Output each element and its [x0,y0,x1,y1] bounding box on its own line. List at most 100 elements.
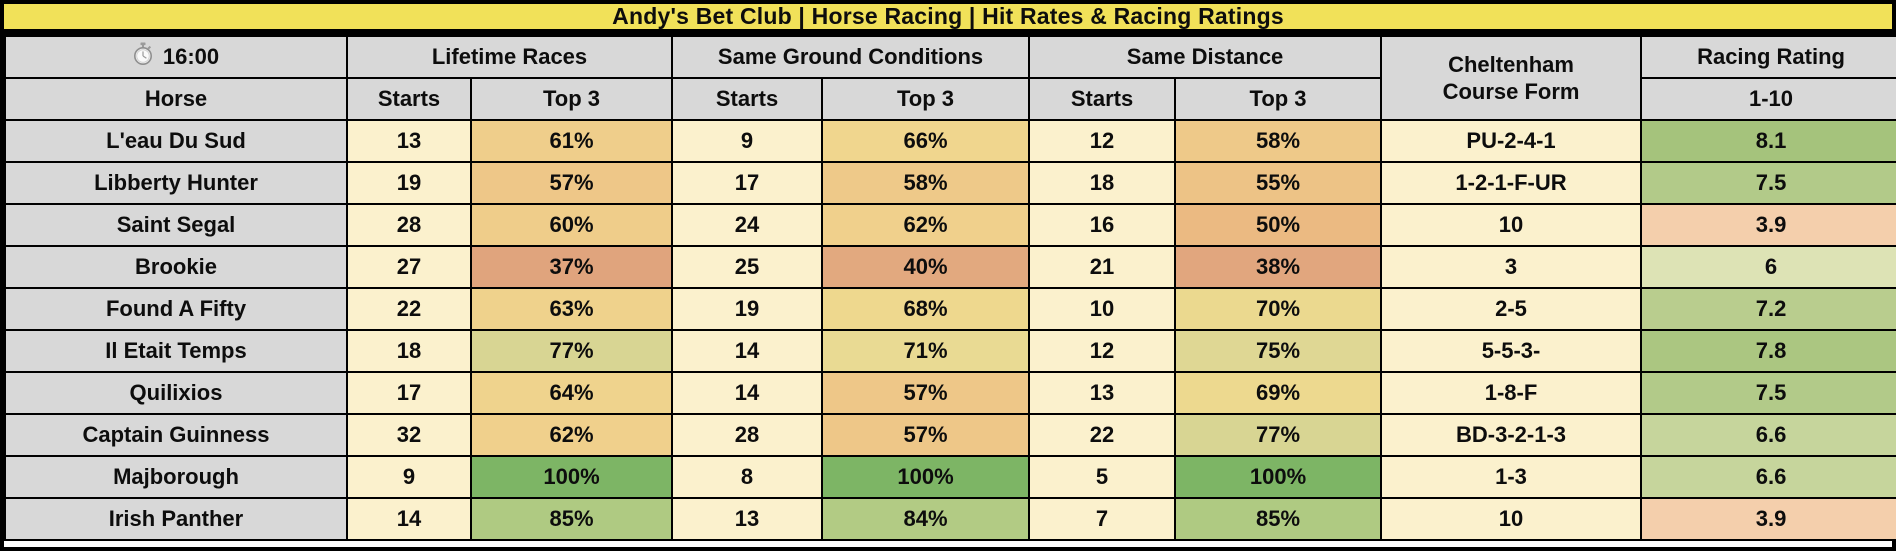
lifetime-top3-cell: 100% [469,455,674,499]
distance-starts-cell: 12 [1028,119,1177,163]
table-row: Saint Segal 28 60% 24 62% 16 50% 10 3.9 [4,203,1896,247]
rating-cell: 7.5 [1640,371,1896,415]
race-time-cell: 16:00 [4,35,348,79]
ground-starts-cell: 9 [671,119,824,163]
group-header-row: 16:00 Lifetime Races Same Ground Conditi… [4,35,1896,121]
header-lifetime-top3: Top 3 [469,77,674,121]
lifetime-top3-cell: 62% [469,413,674,457]
race-time-label: 16:00 [162,44,220,69]
ground-top3-cell: 68% [821,287,1031,331]
rating-cell: 7.8 [1640,329,1896,373]
ground-top3-cell: 84% [821,497,1031,541]
header-horse: Horse [4,77,348,121]
distance-top3-cell: 69% [1174,371,1383,415]
distance-starts-cell: 12 [1028,329,1177,373]
lifetime-top3-cell: 61% [469,119,674,163]
ground-starts-cell: 19 [671,287,824,331]
rating-cell: 3.9 [1640,497,1896,541]
horse-name-cell: Il Etait Temps [4,329,348,373]
distance-starts-cell: 7 [1028,497,1177,541]
header-cheltenham-course-form: Cheltenham Course Form [1380,35,1643,121]
ground-starts-cell: 17 [671,161,824,205]
rating-cell: 7.2 [1640,287,1896,331]
distance-starts-cell: 10 [1028,287,1177,331]
ground-top3-cell: 57% [821,413,1031,457]
distance-top3-cell: 85% [1174,497,1383,541]
distance-top3-cell: 100% [1174,455,1383,499]
lifetime-starts-cell: 22 [346,287,472,331]
table-row: Brookie 27 37% 25 40% 21 38% 3 6 [4,245,1896,289]
course-form-cell: 1-2-1-F-UR [1380,161,1643,205]
header-racing-rating: Racing Rating [1640,35,1896,79]
group-header-lifetime-races: Lifetime Races [345,35,674,79]
rating-cell: 3.9 [1640,203,1896,247]
header-ground-starts: Starts [671,77,824,121]
distance-starts-cell: 13 [1028,371,1177,415]
course-form-cell: 3 [1380,245,1643,289]
table-row: Found A Fifty 22 63% 19 68% 10 70% 2-5 7.2 [4,287,1896,331]
distance-starts-cell: 18 [1028,161,1177,205]
ground-top3-cell: 66% [821,119,1031,163]
ground-top3-cell: 40% [821,245,1031,289]
horse-name-cell: Found A Fifty [4,287,348,331]
horse-name-cell: L'eau Du Sud [4,119,348,163]
distance-top3-cell: 75% [1174,329,1383,373]
table-row: Il Etait Temps 18 77% 14 71% 12 75% 5-5-3- 7.8 [4,329,1896,373]
hit-rates-table: 16:00 Lifetime Races Same Ground Conditi… [4,35,1896,541]
horse-name-cell: Saint Segal [4,203,348,247]
table-row: Libberty Hunter 19 57% 17 58% 18 55% 1-2-1-F-UR… [4,161,1896,205]
lifetime-top3-cell: 60% [469,203,674,247]
course-form-cell: 10 [1380,203,1643,247]
lifetime-starts-cell: 28 [346,203,472,247]
ground-starts-cell: 13 [671,497,824,541]
horse-name-cell: Irish Panther [4,497,348,541]
lifetime-top3-cell: 57% [469,161,674,205]
lifetime-starts-cell: 32 [346,413,472,457]
ground-starts-cell: 8 [671,455,824,499]
ground-starts-cell: 24 [671,203,824,247]
rating-cell: 6.6 [1640,455,1896,499]
table-row: Captain Guinness 32 62% 28 57% 22 77% BD-3-2-1-… [4,413,1896,457]
lifetime-starts-cell: 9 [346,455,472,499]
lifetime-starts-cell: 18 [346,329,472,373]
ground-top3-cell: 58% [821,161,1031,205]
lifetime-top3-cell: 77% [469,329,674,373]
distance-top3-cell: 58% [1174,119,1383,163]
header-distance-starts: Starts [1028,77,1177,121]
rating-cell: 6.6 [1640,413,1896,457]
group-header-same-ground-conditions: Same Ground Conditions [671,35,1031,79]
distance-starts-cell: 5 [1028,455,1177,499]
course-form-cell: 1-3 [1380,455,1643,499]
rating-cell: 7.5 [1640,161,1896,205]
rating-cell: 8.1 [1640,119,1896,163]
horse-name-cell: Libberty Hunter [4,161,348,205]
ground-starts-cell: 25 [671,245,824,289]
group-header-same-distance: Same Distance [1028,35,1383,79]
horse-name-cell: Majborough [4,455,348,499]
header-distance-top3: Top 3 [1174,77,1383,121]
lifetime-starts-cell: 13 [346,119,472,163]
course-form-cell: 5-5-3- [1380,329,1643,373]
distance-top3-cell: 70% [1174,287,1383,331]
horse-name-cell: Captain Guinness [4,413,348,457]
lifetime-starts-cell: 27 [346,245,472,289]
distance-top3-cell: 50% [1174,203,1383,247]
page-title: Andy's Bet Club | Horse Racing | Hit Rat… [4,3,1892,35]
ground-top3-cell: 100% [821,455,1031,499]
distance-top3-cell: 38% [1174,245,1383,289]
distance-starts-cell: 22 [1028,413,1177,457]
ground-top3-cell: 71% [821,329,1031,373]
distance-starts-cell: 16 [1028,203,1177,247]
ground-top3-cell: 57% [821,371,1031,415]
ground-starts-cell: 14 [671,329,824,373]
distance-top3-cell: 55% [1174,161,1383,205]
header-lifetime-starts: Starts [346,77,472,121]
ground-top3-cell: 62% [821,203,1031,247]
rating-cell: 6 [1640,245,1896,289]
table-row: L'eau Du Sud 13 61% 9 66% 12 58% PU-2-4-1 8.1 [4,119,1896,163]
table-row: Majborough 9 100% 8 100% 5 100% 1-3 6.6 [4,455,1896,499]
lifetime-top3-cell: 64% [469,371,674,415]
course-form-cell: 2-5 [1380,287,1643,331]
header-ground-top3: Top 3 [821,77,1031,121]
column-header-row: Horse Starts Top 3 Starts Top 3 Starts T… [4,77,1896,121]
